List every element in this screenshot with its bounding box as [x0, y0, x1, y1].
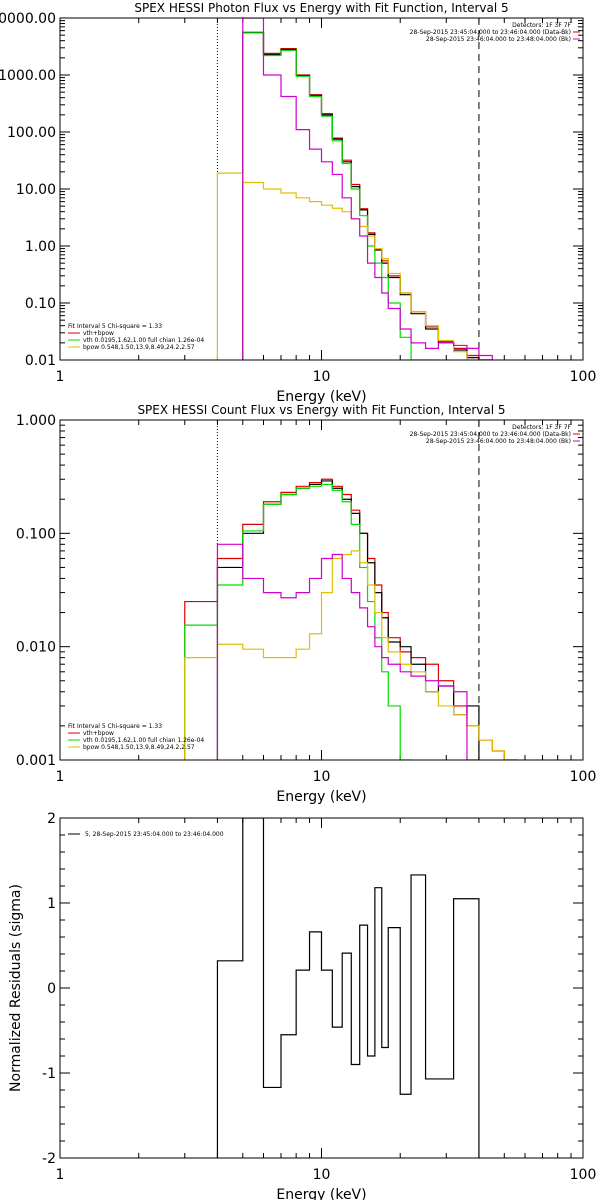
y-axis-label: Normalized Residuals (sigma): [8, 884, 24, 1092]
x-axis-label: Energy (keV): [276, 389, 366, 405]
series-total-line: [242, 32, 493, 360]
plot-frame: [59, 817, 584, 1159]
y-tick-label: 0.01: [25, 353, 56, 369]
series-data_black-line: [216, 818, 480, 1158]
chart-panel-1: SPEX HESSI Photon Flux vs Energy with Fi…: [0, 1, 596, 405]
y-tick-label: 2: [47, 811, 56, 827]
legend-label: vth 0.0195,1.62,1.00 full chian 1.26e-04: [83, 337, 204, 344]
info-line: Detectors: 1F 3F 7F: [512, 424, 571, 431]
x-tick-label: 1: [56, 1167, 65, 1183]
series-data_cyan-line: [242, 18, 493, 360]
info-line: 28-Sep-2015 23:46:04.000 to 23:48:04.000…: [426, 36, 571, 43]
series-data_cyan-line: [216, 543, 480, 760]
series-vth-line: [184, 483, 412, 760]
info-line: 28-Sep-2015 23:45:04.000 to 23:46:04.000…: [410, 431, 571, 438]
y-tick-label: 0: [47, 981, 56, 997]
plot-frame: [59, 419, 584, 761]
y-tick-label: 10.00: [16, 182, 56, 198]
chart-title: SPEX HESSI Count Flux vs Energy with Fit…: [137, 403, 505, 417]
legend-label: bpow 0.548,1.50,13.9,8.49,24.2,2.57: [83, 344, 195, 351]
info-line: 28-Sep-2015 23:45:04.000 to 23:46:04.000…: [410, 29, 571, 36]
legend-label: 5, 28-Sep-2015 23:45:04.000 to 23:46:04.…: [85, 831, 224, 838]
x-tick-label: 100: [570, 769, 597, 785]
legend-label: bpow 0.548,1.50,13.9,8.49,24.2,2.57: [83, 744, 195, 751]
y-tick-label: -2: [42, 1151, 56, 1167]
x-tick-label: 10: [313, 769, 331, 785]
legend-header: Fit Interval 5 Chi-square = 1.33: [68, 323, 162, 330]
legend-label: vth+bpow: [83, 330, 114, 337]
info-line: 28-Sep-2015 23:46:04.000 to 23:48:04.000…: [426, 438, 571, 445]
x-tick-label: 100: [570, 1167, 597, 1183]
legend-label: vth 0.0195,1.62,1.00 full chian 1.26e-04: [83, 737, 204, 744]
x-tick-label: 1: [56, 369, 65, 385]
plot-frame: [59, 17, 584, 361]
plot-area: [216, 18, 493, 360]
y-tick-label: 100.00: [7, 125, 56, 141]
chart-panel-2: SPEX HESSI Count Flux vs Energy with Fit…: [16, 403, 596, 805]
y-tick-label: 1.00: [25, 239, 56, 255]
chart-title: SPEX HESSI Photon Flux vs Energy with Fi…: [134, 1, 508, 15]
y-tick-label: 0.10: [25, 296, 56, 312]
y-tick-label: 0.100: [16, 526, 56, 542]
x-axis-label: Energy (keV): [276, 1187, 366, 1200]
info-line: Detectors: 1F 3F 7F: [512, 22, 571, 29]
y-tick-label: 0.010: [16, 640, 56, 656]
y-tick-label: -1: [42, 1066, 56, 1082]
series-data_black-line: [242, 31, 493, 360]
y-tick-label: 1000.00: [0, 68, 56, 84]
chart-panel-3: Energy (keV) Normalized Residuals (sigma)…: [8, 811, 596, 1200]
y-tick-label: 1: [47, 896, 56, 912]
series-bpow-line: [216, 172, 493, 360]
legend-label: vth+bpow: [83, 730, 114, 737]
series-vth-line: [242, 32, 440, 360]
plot-area: [184, 420, 518, 760]
x-axis-label: Energy (keV): [276, 789, 366, 805]
x-tick-label: 1: [56, 769, 65, 785]
x-tick-label: 10: [313, 1167, 331, 1183]
x-tick-label: 10: [313, 369, 331, 385]
legend-header: Fit Interval 5 Chi-square = 1.33: [68, 723, 162, 730]
y-tick-label: 0.001: [16, 753, 56, 769]
plot-area: [216, 818, 480, 1158]
y-tick-label: 1.000: [16, 413, 56, 429]
x-tick-label: 100: [570, 369, 597, 385]
